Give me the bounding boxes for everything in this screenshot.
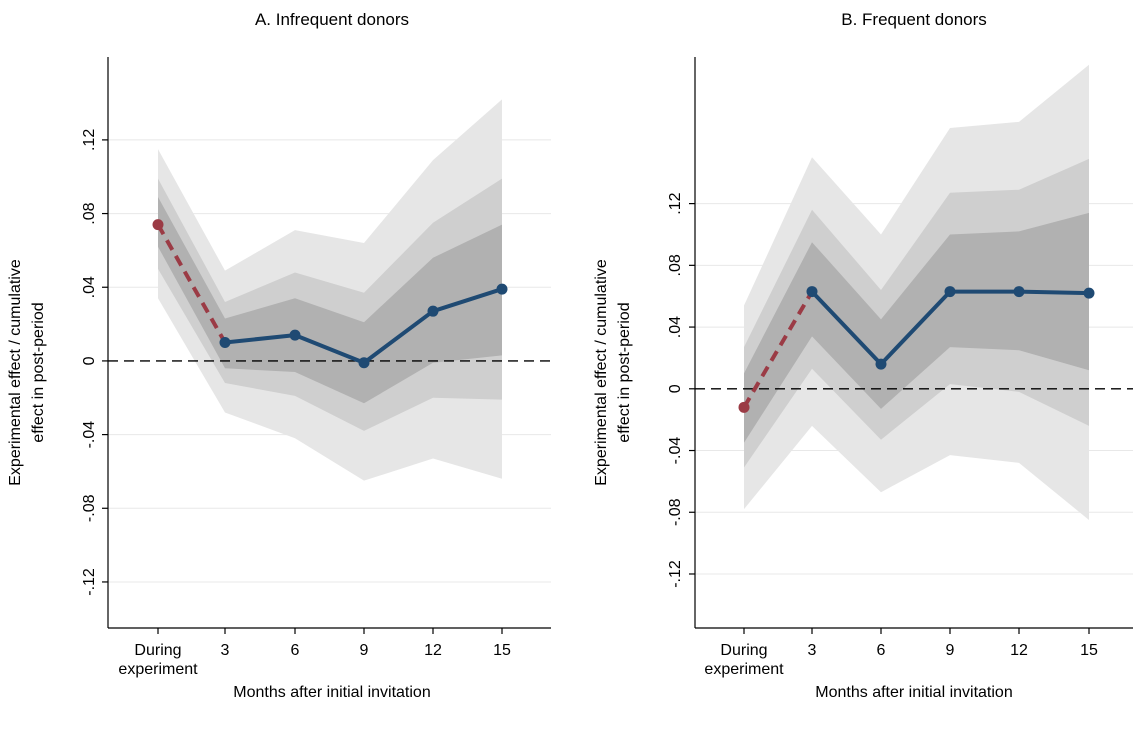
y-tick-label: .08 (667, 254, 684, 276)
x-tick-label: During (134, 642, 181, 659)
x-tick-label: 3 (221, 642, 230, 659)
x-tick-label: 6 (291, 642, 300, 659)
x-tick-label: 3 (808, 642, 817, 659)
x-tick-label: 12 (1010, 642, 1028, 659)
x-axis-title: Months after initial invitation (233, 684, 430, 701)
during-experiment-segment (742, 290, 814, 409)
x-tick-label: 6 (877, 642, 886, 659)
y-tick-label: -.12 (81, 568, 98, 596)
estimate-point (1013, 286, 1025, 298)
panel-frequent-donors: B. Frequent donors -.12 -.08 -.04 0 .04 .08 .12… (593, 10, 1133, 701)
y-tick-label: 0 (81, 356, 98, 365)
estimate-point (496, 283, 508, 295)
during-experiment-point (152, 219, 164, 231)
estimate-point (1083, 287, 1095, 299)
x-tick-label: 9 (360, 642, 369, 659)
x-tick-label: During (720, 642, 767, 659)
estimate-point (944, 286, 956, 298)
y-axis-title: effect in post-period (616, 302, 633, 442)
chart-title: B. Frequent donors (841, 10, 987, 29)
estimate-point (427, 305, 439, 317)
x-tick-label: experiment (704, 661, 784, 678)
y-axis-title: Experimental effect / cumulative (593, 259, 610, 486)
y-tick-label: .08 (81, 202, 98, 224)
y-tick-label: -.04 (667, 437, 684, 465)
during-experiment-point (738, 401, 750, 413)
estimate-point (875, 358, 887, 370)
y-axis-title: Experimental effect / cumulative (7, 259, 24, 486)
during-experiment-segment (156, 223, 227, 344)
x-tick-label: experiment (118, 661, 198, 678)
estimate-point (289, 329, 301, 341)
x-tick-label: 15 (493, 642, 511, 659)
y-tick-label: .12 (81, 129, 98, 151)
estimate-point (219, 337, 231, 348)
x-tick-label: 15 (1080, 642, 1098, 659)
y-tick-label: -.08 (667, 498, 684, 526)
y-tick-label: .04 (667, 316, 684, 338)
y-tick-label: -.12 (667, 560, 684, 588)
x-tick-label: 9 (946, 642, 955, 659)
estimate-point (358, 357, 370, 369)
x-tick-label: 12 (424, 642, 442, 659)
y-tick-label: 0 (667, 384, 684, 393)
chart-title: A. Infrequent donors (255, 10, 409, 29)
y-tick-label: -.04 (81, 421, 98, 449)
y-axis-title: effect in post-period (30, 302, 47, 442)
panel-infrequent-donors: A. Infrequent donors -.12 -.08 -.04 0 .04 .08.… (7, 10, 551, 701)
y-tick-label: -.08 (81, 494, 98, 522)
y-tick-label: .04 (81, 276, 98, 298)
y-tick-label: .12 (667, 192, 684, 214)
estimate-point (806, 286, 818, 298)
x-axis-title: Months after initial invitation (815, 684, 1012, 701)
confidence-band-inner (158, 196, 502, 404)
